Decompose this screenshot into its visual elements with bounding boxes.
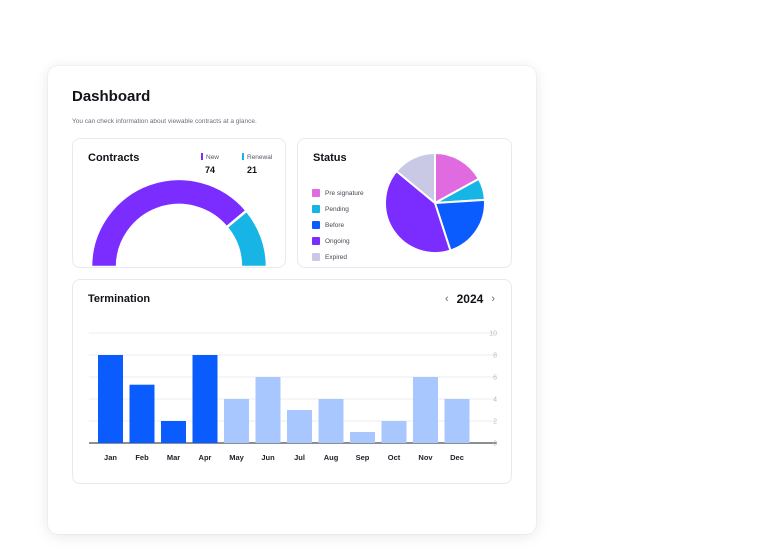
status-legend-item: Expired [312, 249, 364, 265]
legend-new-value: 74 [205, 165, 216, 175]
y-tick-label: 2 [493, 419, 497, 426]
x-tick-label: Aug [324, 453, 339, 462]
y-tick-label: 8 [493, 353, 497, 360]
legend-renewal-label: Renewal [247, 154, 273, 161]
y-tick-label: 4 [493, 397, 497, 404]
page-title: Dashboard [72, 88, 151, 105]
bar-dec [444, 399, 470, 443]
bar-jul [287, 410, 312, 443]
x-tick-label: Nov [418, 453, 433, 462]
x-tick-label: Apr [199, 453, 212, 462]
bar-oct [381, 421, 407, 443]
status-legend-item: Pre signature [312, 185, 364, 201]
legend-swatch [312, 237, 320, 245]
status-legend-item: Pending [312, 201, 364, 217]
gauge-segment-new [89, 177, 249, 267]
contracts-panel: Contracts New 74 Renewal 21 [72, 138, 286, 268]
bar-jun [255, 377, 281, 443]
x-tick-label: Jun [261, 453, 275, 462]
pie-slice-expired [395, 151, 436, 206]
x-tick-label: Feb [135, 453, 149, 462]
status-legend-label: Before [325, 221, 345, 229]
gauge-segment-renewal [224, 208, 269, 267]
legend-new-swatch [201, 153, 203, 160]
status-legend-label: Pre signature [325, 189, 364, 197]
x-tick-label: Dec [450, 453, 464, 462]
bar-nov [413, 377, 438, 443]
chevron-right-icon[interactable]: › [491, 293, 495, 305]
bar-jan [98, 355, 123, 443]
pie-slice-ongoing [384, 169, 452, 254]
termination-panel: Termination ‹ 2024 › 10 8 6 4 2 0 Jan Feb Mar Apr… [72, 279, 512, 484]
y-tick-label: 6 [493, 375, 497, 382]
pie-slice-before [433, 198, 486, 252]
termination-title: Termination [88, 293, 151, 305]
legend-renewal: Renewal [242, 153, 272, 161]
x-tick-label: Oct [388, 453, 401, 462]
legend-new-label: New [206, 154, 220, 161]
year-navigator: ‹ 2024 › [445, 292, 495, 306]
termination-bar-chart: 10 8 6 4 2 0 Jan Feb Mar Apr May Jun Jul Aug Sep Oct Nov… [89, 331, 497, 462]
contracts-title: Contracts [88, 152, 140, 164]
bar-feb [129, 384, 155, 443]
year-label: 2024 [456, 292, 484, 306]
bar-mar [161, 421, 186, 443]
status-title: Status [313, 152, 347, 164]
legend-swatch [312, 253, 320, 261]
bar-apr [192, 355, 218, 443]
y-tick-label: 10 [489, 331, 497, 338]
status-legend-label: Expired [325, 253, 348, 261]
legend-renewal-value: 21 [247, 165, 258, 175]
legend-swatch [312, 189, 320, 197]
bar-sep [350, 432, 375, 443]
status-legend: Pre signature Pending Before Ongoing Exp… [312, 185, 364, 265]
pie-slice-pre-signature [434, 151, 481, 205]
bar-aug [318, 399, 344, 443]
legend-swatch [312, 221, 320, 229]
status-legend-item: Before [312, 217, 364, 233]
status-pie-chart [384, 151, 486, 254]
x-tick-label: Mar [167, 453, 180, 462]
status-legend-item: Ongoing [312, 233, 364, 249]
legend-swatch [312, 205, 320, 213]
x-tick-label: Sep [356, 453, 370, 462]
status-legend-label: Ongoing [325, 237, 350, 245]
page-subtitle: You can check information about viewable… [72, 118, 257, 125]
bar-may [224, 399, 249, 443]
x-tick-label: Jul [294, 453, 305, 462]
dashboard-card: Dashboard You can check information abou… [48, 66, 536, 534]
legend-renewal-swatch [242, 153, 244, 160]
x-tick-label: Jan [104, 453, 117, 462]
y-tick-label: 0 [493, 441, 497, 448]
chevron-left-icon[interactable]: ‹ [444, 293, 449, 305]
contracts-gauge-chart [89, 177, 269, 267]
x-tick-label: May [229, 453, 244, 462]
status-panel: Status Pre signature Pending Before Ongo… [297, 138, 512, 268]
legend-new: New [201, 153, 219, 161]
status-legend-label: Pending [325, 205, 349, 213]
